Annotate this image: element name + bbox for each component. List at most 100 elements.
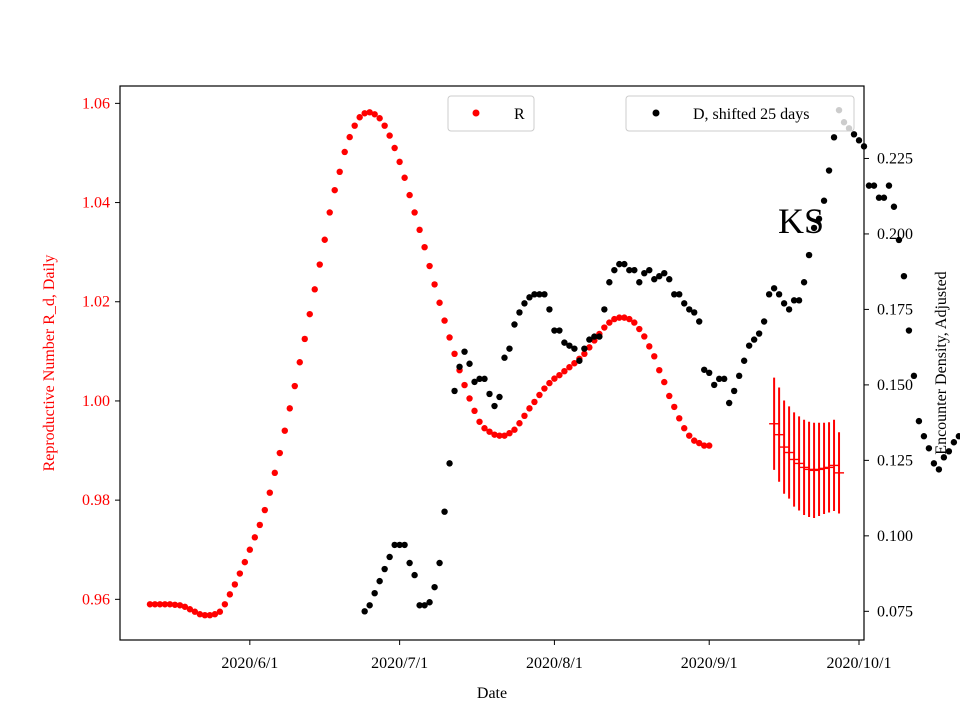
r-point bbox=[156, 601, 164, 608]
d-point bbox=[770, 285, 778, 292]
r-point bbox=[316, 261, 323, 268]
r-point bbox=[676, 415, 683, 422]
d-point bbox=[461, 348, 468, 355]
r-point bbox=[671, 403, 678, 411]
d-point bbox=[566, 342, 573, 349]
r-point bbox=[216, 608, 224, 615]
d-point bbox=[491, 402, 498, 410]
legend-d-label: D, shifted 25 days bbox=[693, 106, 809, 123]
r-point bbox=[541, 385, 548, 392]
left-y-tick-label: 1.00 bbox=[82, 393, 110, 410]
d-point bbox=[925, 445, 933, 452]
d-point bbox=[935, 466, 943, 473]
d-point bbox=[945, 448, 953, 455]
r-point bbox=[176, 602, 184, 609]
r-point bbox=[146, 601, 154, 608]
r-point bbox=[211, 611, 219, 618]
d-point bbox=[586, 336, 593, 343]
d-point bbox=[755, 330, 763, 337]
d-point bbox=[745, 342, 753, 349]
d-point bbox=[581, 345, 588, 352]
d-point bbox=[486, 390, 493, 398]
d-point bbox=[915, 417, 923, 425]
legend-r-frame bbox=[447, 95, 535, 132]
d-point bbox=[516, 309, 523, 316]
d-point bbox=[546, 306, 553, 313]
d-point bbox=[646, 266, 653, 274]
d-point bbox=[561, 339, 568, 346]
r-point bbox=[436, 299, 443, 306]
right-y-tick-label: 0.125 bbox=[877, 452, 913, 469]
r-point bbox=[201, 612, 209, 619]
r-point bbox=[611, 315, 618, 323]
d-point bbox=[790, 297, 798, 304]
x-tick-label: 2020/7/1 bbox=[371, 655, 428, 672]
d-point bbox=[785, 306, 793, 313]
d-point bbox=[571, 345, 578, 352]
r-point bbox=[331, 186, 338, 194]
r-point bbox=[581, 350, 588, 358]
d-point bbox=[596, 333, 603, 340]
d-point bbox=[701, 366, 708, 373]
d-point bbox=[631, 266, 638, 274]
r-point bbox=[451, 350, 458, 358]
d-point bbox=[711, 381, 718, 389]
r-point bbox=[446, 334, 453, 341]
d-point bbox=[850, 131, 858, 138]
r-error-bars bbox=[769, 377, 845, 518]
d-point bbox=[621, 260, 628, 268]
d-point bbox=[795, 297, 803, 304]
r-point bbox=[251, 534, 259, 541]
d-point bbox=[476, 375, 483, 383]
d-point bbox=[446, 460, 453, 467]
r-point bbox=[286, 405, 293, 412]
r-point bbox=[656, 366, 663, 374]
r-point bbox=[681, 425, 688, 432]
d-point bbox=[730, 387, 738, 395]
d-point bbox=[361, 608, 368, 615]
r-point bbox=[326, 209, 333, 216]
d-point bbox=[611, 266, 618, 274]
d-point bbox=[740, 357, 748, 364]
d-point bbox=[691, 309, 698, 316]
r-point bbox=[571, 360, 578, 367]
r-point bbox=[666, 392, 673, 400]
r-point bbox=[536, 391, 543, 399]
d-point bbox=[526, 294, 533, 301]
r-point bbox=[256, 521, 264, 529]
d-point bbox=[865, 182, 873, 189]
r-point bbox=[506, 429, 513, 437]
r-point bbox=[301, 335, 308, 343]
d-point bbox=[396, 541, 403, 549]
left-y-tick-label: 1.02 bbox=[82, 294, 110, 311]
r-point bbox=[206, 612, 214, 619]
r-point bbox=[526, 405, 533, 412]
left-y-tick-label: 1.06 bbox=[82, 95, 110, 112]
right-y-tick-label: 0.200 bbox=[877, 226, 913, 243]
d-point bbox=[376, 577, 383, 585]
d-point bbox=[606, 279, 613, 286]
r-point bbox=[636, 325, 643, 333]
d-point bbox=[820, 197, 828, 204]
r-point bbox=[631, 319, 638, 326]
r-point bbox=[621, 314, 628, 321]
x-tick-label: 2020/9/1 bbox=[681, 655, 738, 672]
r-point bbox=[271, 469, 278, 477]
r-point bbox=[226, 591, 234, 598]
d-point bbox=[636, 279, 643, 286]
d-point bbox=[521, 300, 528, 307]
d-point bbox=[720, 375, 728, 383]
right-y-axis-title: Encounter Density, Adjusted bbox=[933, 271, 950, 454]
right-y-tick-label: 0.100 bbox=[877, 528, 913, 545]
d-point bbox=[800, 279, 808, 286]
d-point bbox=[706, 369, 713, 377]
r-point bbox=[601, 324, 608, 331]
r-point bbox=[241, 558, 249, 566]
d-point bbox=[641, 269, 648, 277]
d-point bbox=[696, 318, 703, 325]
r-point bbox=[481, 425, 488, 432]
r-point bbox=[686, 432, 693, 439]
r-point bbox=[376, 115, 383, 122]
r-point bbox=[336, 168, 343, 175]
